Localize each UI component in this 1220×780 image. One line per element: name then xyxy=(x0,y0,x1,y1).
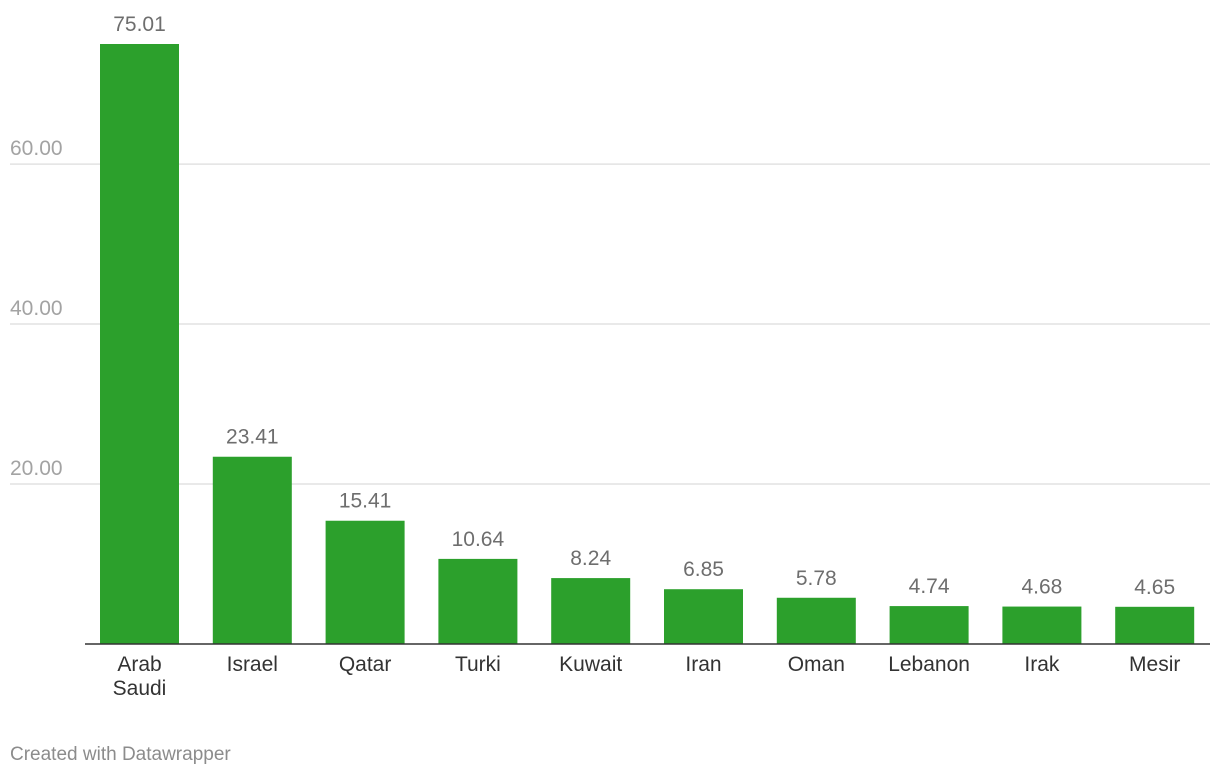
bar xyxy=(100,44,179,644)
value-label: 4.68 xyxy=(1021,576,1062,599)
value-label: 5.78 xyxy=(796,567,837,590)
category-label: Iran xyxy=(685,653,721,676)
bar-chart: 20.00 40.00 60.00 75.01 23.41 15.41 10.64 8.24… xyxy=(10,13,1210,700)
category-label-line: Irak xyxy=(1024,653,1060,676)
bar xyxy=(438,558,518,644)
category-label-line: Kuwait xyxy=(559,653,622,676)
category-label: Turki xyxy=(455,653,501,676)
category-label-line: Arab xyxy=(117,653,161,676)
bar xyxy=(325,520,405,644)
value-label: 10.64 xyxy=(452,528,505,551)
category-label: Irak xyxy=(1024,653,1060,676)
bar xyxy=(664,589,743,644)
bar xyxy=(551,578,631,644)
category-label-line: Israel xyxy=(227,653,278,676)
category-label-line: Saudi xyxy=(113,677,167,700)
bar xyxy=(1115,606,1195,644)
value-label: 4.74 xyxy=(909,575,950,598)
bar xyxy=(776,597,856,644)
y-tick-label: 40.00 xyxy=(10,297,63,320)
bar xyxy=(212,456,292,644)
category-label: Oman xyxy=(788,653,845,676)
value-label: 4.65 xyxy=(1134,576,1175,599)
x-axis-category-labels: Arab Saudi Israel Qatar Turki Kuwait Iran Oman L… xyxy=(113,653,1181,700)
category-label-line: Turki xyxy=(455,653,501,676)
category-label-line: Qatar xyxy=(339,653,392,676)
category-label: Mesir xyxy=(1129,653,1180,676)
gridlines xyxy=(10,163,1210,485)
value-labels: 75.01 23.41 15.41 10.64 8.24 6.85 5.78 4.74 4.68… xyxy=(113,13,1175,599)
value-label: 8.24 xyxy=(570,547,611,570)
category-label-line: Lebanon xyxy=(888,653,970,676)
category-label: Arab Saudi xyxy=(113,653,167,700)
bar xyxy=(889,606,969,644)
category-label-line: Mesir xyxy=(1129,653,1180,676)
value-label: 15.41 xyxy=(339,490,392,513)
value-label: 23.41 xyxy=(226,426,279,449)
datawrapper-credit: Created with Datawrapper xyxy=(10,744,231,765)
category-label: Lebanon xyxy=(888,653,970,676)
category-label-line: Iran xyxy=(685,653,721,676)
category-label: Qatar xyxy=(339,653,392,676)
bar xyxy=(1002,606,1082,644)
value-label: 6.85 xyxy=(683,558,724,581)
y-tick-label: 20.00 xyxy=(10,457,63,480)
category-label-line: Oman xyxy=(788,653,845,676)
y-axis-tick-labels: 20.00 40.00 60.00 xyxy=(10,137,63,480)
category-label: Kuwait xyxy=(559,653,622,676)
bars xyxy=(100,44,1195,644)
y-tick-label: 60.00 xyxy=(10,137,63,160)
value-label: 75.01 xyxy=(113,13,166,36)
category-label: Israel xyxy=(227,653,278,676)
